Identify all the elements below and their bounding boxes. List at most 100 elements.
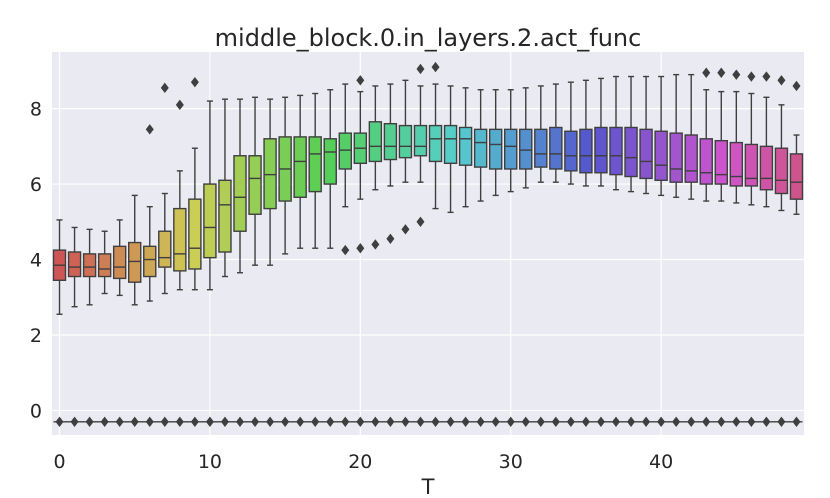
box-group <box>759 71 774 427</box>
outlier-marker <box>762 71 771 82</box>
x-tick-labels: 0 10 20 30 40 <box>53 451 673 473</box>
iqr-box <box>383 122 398 161</box>
iqr-box <box>473 128 488 168</box>
box-group <box>729 69 744 427</box>
iqr-box <box>338 132 352 170</box>
box-group <box>173 99 187 427</box>
box-group <box>594 77 608 427</box>
y-tick-label: 6 <box>30 174 42 196</box>
x-axis-label: T <box>421 475 435 498</box>
outlier-marker <box>732 69 741 80</box>
iqr-box <box>428 124 443 163</box>
iqr-box <box>233 155 247 232</box>
iqr-box <box>112 245 127 280</box>
box-group <box>82 228 97 427</box>
box-group <box>579 79 593 427</box>
box-group <box>218 98 232 427</box>
outlier-marker <box>401 224 410 235</box>
y-tick-label: 8 <box>30 99 42 121</box>
box-group <box>639 75 653 427</box>
chart-title: middle_block.0.in_layers.2.act_func <box>215 24 642 52</box>
box-group <box>413 63 428 427</box>
iqr-box <box>654 130 668 181</box>
iqr-box <box>744 143 759 187</box>
box-group <box>789 80 804 427</box>
outlier-marker <box>356 75 365 86</box>
iqr-box <box>609 126 623 176</box>
iqr-box <box>774 147 789 195</box>
iqr-box <box>579 128 593 174</box>
outlier-marker <box>416 63 425 75</box>
box-group <box>278 96 292 427</box>
iqr-box <box>549 126 563 170</box>
outlier-marker <box>386 233 395 244</box>
box-group <box>158 82 172 427</box>
y-tick-label: 2 <box>30 325 42 347</box>
iqr-box <box>684 134 698 183</box>
box-group <box>338 83 352 427</box>
box-group <box>624 75 638 427</box>
iqr-box <box>458 126 473 166</box>
iqr-box <box>488 128 503 170</box>
box-group <box>368 85 383 427</box>
iqr-box <box>594 126 608 174</box>
iqr-box <box>248 155 262 215</box>
box-group <box>97 230 112 427</box>
x-tick-label: 30 <box>499 451 523 473</box>
iqr-box <box>82 253 97 278</box>
box-group <box>473 89 488 427</box>
iqr-box <box>188 198 202 270</box>
iqr-box <box>669 132 683 183</box>
box-group <box>534 85 548 427</box>
outlier-marker <box>190 76 199 88</box>
iqr-box <box>67 251 82 278</box>
outlier-marker <box>175 99 184 111</box>
outlier-marker <box>747 71 756 82</box>
iqr-box <box>97 253 112 278</box>
iqr-box <box>759 145 774 191</box>
iqr-box <box>624 126 638 178</box>
box-group <box>458 87 473 427</box>
box-group <box>744 71 759 427</box>
iqr-box <box>564 130 578 172</box>
iqr-box <box>398 124 413 159</box>
iqr-box <box>293 136 307 198</box>
box-group <box>128 194 142 427</box>
iqr-box <box>308 136 322 193</box>
outlier-marker <box>777 75 786 86</box>
outlier-marker <box>416 216 425 228</box>
iqr-box <box>263 138 277 210</box>
iqr-box <box>699 138 713 185</box>
iqr-box <box>413 124 428 157</box>
box-group <box>684 73 698 427</box>
iqr-box <box>158 230 172 268</box>
y-tick-labels: 0 2 4 6 8 <box>30 99 42 423</box>
boxes-layer <box>52 61 804 427</box>
iqr-box <box>729 141 744 187</box>
outlier-marker <box>702 67 711 78</box>
iqr-box <box>368 121 383 163</box>
box-group <box>143 124 157 427</box>
iqr-box <box>128 241 142 283</box>
outlier-marker <box>356 243 365 254</box>
box-group <box>67 226 82 427</box>
outlier-marker <box>145 124 154 135</box>
outlier-marker <box>341 244 350 256</box>
x-tick-label: 20 <box>348 451 372 473</box>
box-group <box>609 75 623 427</box>
box-group <box>188 76 202 427</box>
x-tick-label: 10 <box>198 451 222 473</box>
iqr-box <box>714 139 728 185</box>
outlier-marker <box>371 239 380 250</box>
iqr-box <box>443 124 458 165</box>
iqr-box <box>143 245 157 278</box>
iqr-box <box>218 179 232 253</box>
outlier-marker <box>717 67 726 78</box>
iqr-box <box>639 128 653 180</box>
y-tick-label: 0 <box>30 400 42 422</box>
box-group <box>504 89 518 427</box>
iqr-box <box>203 183 217 259</box>
outlier-marker <box>431 61 440 73</box>
iqr-box <box>534 128 548 168</box>
